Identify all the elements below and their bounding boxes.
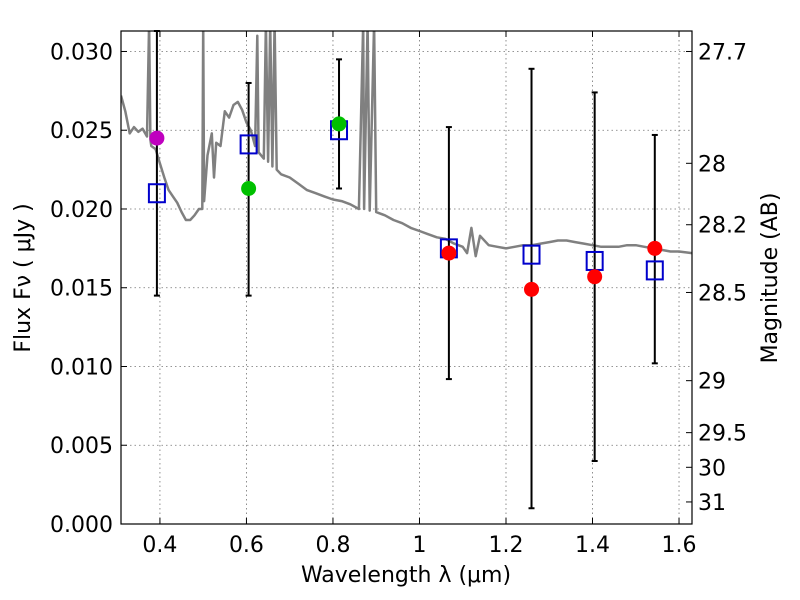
x-axis-ticks: 0.4 0.6 0.8 1 1.2 1.4 1.6 xyxy=(142,31,697,558)
x-tick-label: 0.4 xyxy=(142,533,177,558)
errorbars-group xyxy=(153,30,658,510)
y-tick-label: 0.010 xyxy=(50,355,113,380)
magnitude-tick-label: 27.7 xyxy=(698,40,747,65)
magnitude-axis-label: Magnitude (AB) xyxy=(758,193,783,364)
observed-points-group xyxy=(149,116,663,297)
x-axis-label: Wavelength λ (μm) xyxy=(301,563,511,588)
y-tick-label: 0.000 xyxy=(50,513,113,538)
model-point-square xyxy=(239,134,258,155)
observed-point xyxy=(441,245,457,261)
magnitude-tick-label: 28.2 xyxy=(698,214,747,239)
y-tick-label: 0.005 xyxy=(50,434,113,459)
x-tick-label: 0.6 xyxy=(229,533,264,558)
magnitude-tick-label: 28.5 xyxy=(698,281,747,306)
observed-point xyxy=(524,281,540,297)
magnitude-tick-label: 30 xyxy=(698,456,726,481)
y-tick-label: 0.015 xyxy=(50,277,113,302)
model-spectrum-group xyxy=(121,31,692,258)
observed-point xyxy=(241,181,257,197)
observed-point xyxy=(331,116,347,132)
y-axis-ticks: 0.000 0.005 0.010 0.015 0.020 0.025 0.030 xyxy=(50,40,127,538)
model-point-square xyxy=(522,244,541,265)
observed-point xyxy=(647,240,663,256)
x-tick-label: 1.2 xyxy=(488,533,523,558)
y-tick-label: 0.030 xyxy=(50,40,113,65)
grid xyxy=(121,31,692,525)
magnitude-axis-ticks: 27.7 28 28.2 28.5 29 29.5 30 31 xyxy=(686,40,747,516)
observed-point xyxy=(587,269,603,285)
magnitude-tick-label: 28 xyxy=(698,152,726,177)
x-tick-label: 0.8 xyxy=(315,533,350,558)
magnitude-tick-label: 29 xyxy=(698,370,726,395)
x-tick-label: 1.4 xyxy=(575,533,610,558)
x-tick-label: 1.6 xyxy=(662,533,697,558)
model-points-group xyxy=(147,120,664,281)
plot-frame xyxy=(120,30,693,525)
x-tick-label: 1 xyxy=(412,533,426,558)
model-point-square xyxy=(645,260,664,281)
magnitude-tick-label: 29.5 xyxy=(698,422,747,447)
observed-point xyxy=(149,130,165,146)
model-point-square xyxy=(147,183,166,204)
magnitude-tick-label: 31 xyxy=(698,491,726,516)
y-tick-label: 0.025 xyxy=(50,119,113,144)
y-tick-label: 0.020 xyxy=(50,198,113,223)
model-spectrum-line xyxy=(121,31,692,258)
y-axis-label: Flux Fν ( μJy ) xyxy=(11,203,36,352)
